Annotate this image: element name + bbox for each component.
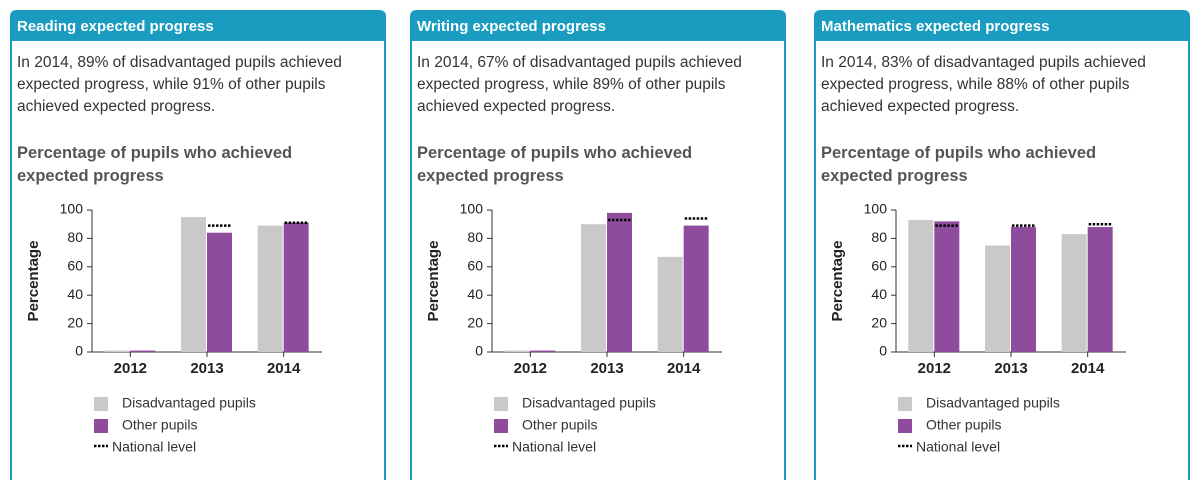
panel-header: Mathematics expected progress	[816, 12, 1188, 41]
y-axis-label: Percentage	[25, 241, 42, 322]
y-tick-label: 60	[67, 258, 83, 274]
summary: In 2014, 67% of disadvantaged pupils ach…	[417, 54, 742, 115]
legend-label: Disadvantaged pupils	[926, 395, 1060, 411]
legend-swatch	[94, 397, 108, 411]
bar	[181, 217, 206, 352]
chart: Percentage 0 20 40 60 80 100 2012 2013 2014 Disadv…	[425, 201, 722, 455]
panel: Reading expected progress In 2014, 89% of…	[10, 10, 386, 480]
summary: In 2014, 89% of disadvantaged pupils ach…	[17, 54, 342, 115]
y-tick-label: 0	[475, 343, 483, 359]
panel-header: Writing expected progress	[412, 12, 784, 41]
y-tick-label: 60	[467, 258, 483, 274]
y-tick-label: 80	[467, 229, 483, 245]
bar	[530, 350, 556, 352]
x-tick-label: 2014	[667, 360, 701, 377]
bar	[1087, 227, 1113, 352]
y-tick-label: 20	[67, 314, 83, 330]
legend-label: Disadvantaged pupils	[522, 395, 656, 411]
bar	[607, 212, 632, 352]
chart-title: Percentage of pupils who achieved expect…	[821, 144, 1097, 185]
legend-label: Other pupils	[122, 417, 197, 433]
x-tick-label: 2012	[114, 360, 147, 377]
bar	[504, 350, 530, 352]
y-tick-label: 20	[871, 314, 887, 330]
y-tick-label: 40	[871, 286, 887, 302]
y-tick-label: 100	[60, 201, 84, 217]
x-tick-label: 2013	[190, 360, 223, 377]
x-tick-label: 2013	[994, 360, 1027, 377]
y-axis-label: Percentage	[829, 241, 846, 322]
y-tick-label: 60	[871, 258, 887, 274]
bar	[130, 350, 156, 352]
bar	[257, 225, 283, 352]
chart: Percentage 0 20 40 60 80 100 2012 2013 2014 Disadv…	[25, 201, 322, 455]
y-tick-label: 0	[75, 343, 83, 359]
chart-title: Percentage of pupils who achieved expect…	[417, 144, 693, 185]
bar	[934, 221, 960, 352]
legend-swatch	[898, 419, 912, 433]
bar	[657, 256, 683, 352]
y-tick-label: 80	[67, 229, 83, 245]
bar	[581, 224, 606, 352]
legend-label: National level	[916, 439, 1000, 455]
legend-label: National level	[512, 439, 596, 455]
legend-swatch	[494, 419, 508, 433]
x-tick-label: 2012	[514, 360, 547, 377]
y-axis-label: Percentage	[425, 241, 442, 322]
panel-header: Reading expected progress	[12, 12, 384, 41]
legend-label: Other pupils	[522, 417, 597, 433]
legend-swatch	[94, 419, 108, 433]
x-tick-label: 2014	[1071, 360, 1105, 377]
y-tick-label: 20	[467, 314, 483, 330]
chart-title: Percentage of pupils who achieved expect…	[17, 144, 293, 185]
bar	[1011, 227, 1036, 352]
y-tick-label: 40	[467, 286, 483, 302]
y-tick-label: 80	[871, 229, 887, 245]
y-tick-label: 40	[67, 286, 83, 302]
x-tick-label: 2013	[590, 360, 623, 377]
bar	[207, 232, 232, 352]
legend-label: Disadvantaged pupils	[122, 395, 256, 411]
legend-swatch	[898, 397, 912, 411]
page: (() => { const data = JSON.parse(documen…	[10, 10, 1190, 480]
y-tick-label: 0	[879, 343, 887, 359]
bar	[908, 219, 934, 352]
summary: In 2014, 83% of disadvantaged pupils ach…	[821, 54, 1146, 115]
x-tick-label: 2012	[918, 360, 951, 377]
bar	[283, 222, 309, 352]
legend-label: National level	[112, 439, 196, 455]
bar	[104, 350, 130, 352]
legend-swatch	[494, 397, 508, 411]
y-tick-label: 100	[864, 201, 888, 217]
bar	[683, 225, 709, 352]
x-tick-label: 2014	[267, 360, 301, 377]
legend-label: Other pupils	[926, 417, 1001, 433]
panel: Writing expected progress In 2014, 67% of…	[410, 10, 786, 480]
bar	[985, 245, 1010, 352]
bar	[1061, 234, 1087, 352]
y-tick-label: 100	[460, 201, 484, 217]
chart: Percentage 0 20 40 60 80 100 2012 2013 2014 Disadv…	[829, 201, 1126, 455]
panel: Mathematics expected progress In 2014, 83…	[814, 10, 1190, 480]
